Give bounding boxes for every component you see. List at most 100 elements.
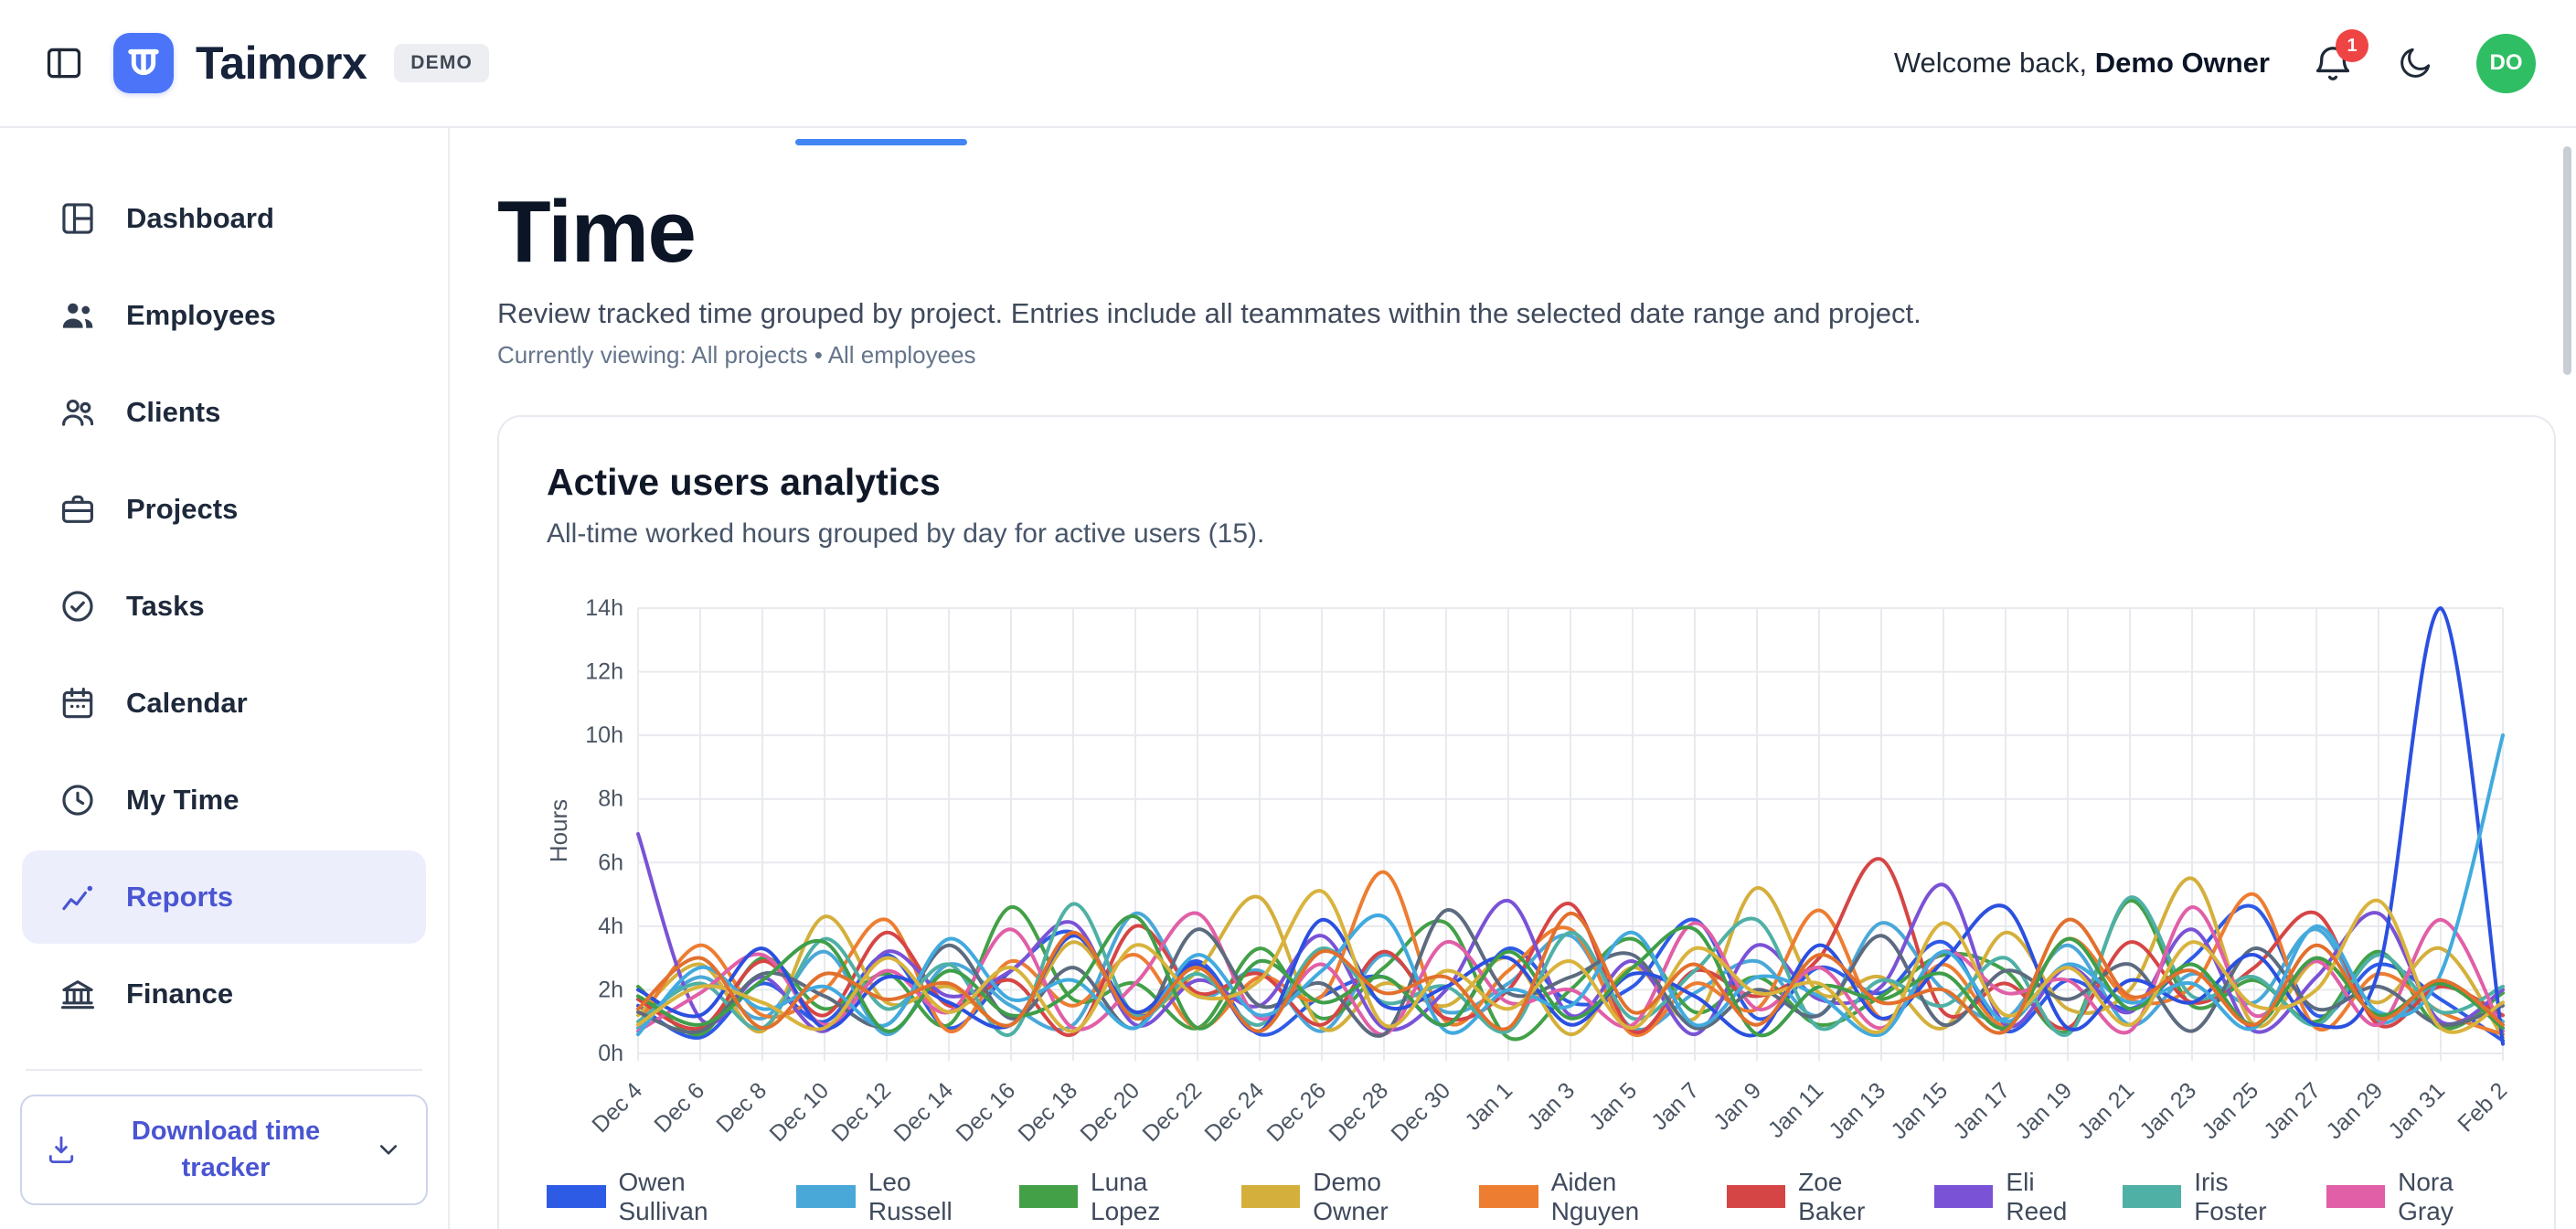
tasks-icon <box>59 587 97 625</box>
legend-swatch <box>1934 1185 1994 1209</box>
brand-name: Taimorx <box>196 37 367 89</box>
sidebar-item-reports[interactable]: Reports <box>22 850 426 944</box>
page-title: Time <box>497 183 697 281</box>
svg-text:Dec 16: Dec 16 <box>951 1077 1020 1147</box>
sidebar-item-label: Employees <box>126 299 276 331</box>
legend-item[interactable]: Demo Owner <box>1240 1167 1452 1226</box>
legend-item[interactable]: Zoe Baker <box>1726 1167 1907 1226</box>
app-logo[interactable] <box>113 33 174 93</box>
svg-text:Jan 29: Jan 29 <box>2321 1077 2388 1144</box>
legend-label: Zoe Baker <box>1798 1167 1866 1225</box>
legend-label: Owen Sullivan <box>618 1167 708 1225</box>
legend-item[interactable]: Aiden Nguyen <box>1479 1168 1699 1226</box>
legend-row: Owen Sullivan Leo Russell Luna Lopez Demo O… <box>547 1168 2507 1226</box>
svg-text:Hours: Hours <box>547 799 572 862</box>
legend-swatch <box>2326 1185 2386 1209</box>
sidebar-item-label: My Time <box>126 784 240 816</box>
svg-text:Jan 3: Jan 3 <box>1522 1077 1580 1135</box>
taimorx-logo-icon <box>119 38 168 88</box>
svg-text:Jan 13: Jan 13 <box>1824 1077 1890 1144</box>
sidebar-item-my-time[interactable]: My Time <box>22 753 426 847</box>
scrollbar-thumb[interactable] <box>2563 146 2571 375</box>
sidebar-item-projects[interactable]: Projects <box>22 463 426 556</box>
notifications-button[interactable]: 1 <box>2312 29 2368 84</box>
download-button-label: Download time tracker <box>131 1116 321 1183</box>
sidebar-item-label: Tasks <box>126 590 205 622</box>
sidebar-item-dashboard[interactable]: Dashboard <box>22 172 426 265</box>
svg-text:Dec 14: Dec 14 <box>889 1077 958 1147</box>
svg-text:Jan 25: Jan 25 <box>2197 1077 2263 1144</box>
svg-text:Dec 18: Dec 18 <box>1013 1077 1082 1147</box>
sidebar-item-label: Calendar <box>126 687 248 719</box>
svg-text:Jan 9: Jan 9 <box>1708 1077 1766 1135</box>
finance-icon <box>59 975 97 1013</box>
legend-label: Aiden Nguyen <box>1550 1167 1640 1225</box>
svg-text:Feb 2: Feb 2 <box>2453 1077 2512 1137</box>
dashboard-icon <box>59 199 97 238</box>
svg-text:0h: 0h <box>598 1041 623 1066</box>
legend-swatch <box>1240 1185 1301 1209</box>
sidebar-item-tasks[interactable]: Tasks <box>22 560 426 653</box>
legend-swatch <box>1726 1185 1786 1209</box>
sidebar-bottom: Download time tracker <box>0 1068 448 1229</box>
legend-item[interactable]: Owen Sullivan <box>547 1168 769 1226</box>
legend-label: Nora Gray <box>2398 1167 2454 1225</box>
svg-text:Jan 1: Jan 1 <box>1460 1077 1517 1135</box>
sidebar-item-finance[interactable]: Finance <box>22 947 426 1041</box>
legend-item[interactable]: Iris Foster <box>2122 1167 2299 1226</box>
svg-text:Jan 11: Jan 11 <box>1763 1077 1829 1143</box>
svg-text:Jan 21: Jan 21 <box>2072 1077 2139 1144</box>
demo-badge: DEMO <box>394 44 490 82</box>
legend-label: Eli Reed <box>2006 1167 2068 1225</box>
sidebar-item-employees[interactable]: Employees <box>22 269 426 362</box>
legend-swatch <box>547 1185 606 1209</box>
svg-text:Dec 24: Dec 24 <box>1199 1077 1269 1147</box>
main-content: Time Review tracked time grouped by proj… <box>450 128 2576 1229</box>
legend-label: Demo Owner <box>1313 1167 1389 1225</box>
svg-text:Jan 27: Jan 27 <box>2259 1077 2326 1144</box>
card-title: Active users analytics <box>547 460 941 503</box>
analytics-card: Active users analytics All-time worked h… <box>497 414 2556 1229</box>
svg-text:10h: 10h <box>585 722 623 748</box>
user-avatar[interactable]: DO <box>2476 33 2536 93</box>
panel-collapse-icon <box>43 42 85 84</box>
header: Taimorx DEMO Welcome back, Demo Owner 1 … <box>0 0 2576 128</box>
sidebar-item-label: Finance <box>126 978 234 1010</box>
download-time-tracker-button[interactable]: Download time tracker <box>20 1094 428 1205</box>
sidebar-item-label: Reports <box>126 881 234 913</box>
chart-legend: Owen Sullivan Leo Russell Luna Lopez Demo O… <box>547 1168 2507 1229</box>
svg-text:Dec 6: Dec 6 <box>649 1077 709 1138</box>
sidebar: Dashboard Employees Clients Projects Tasks Ca… <box>0 128 450 1229</box>
legend-label: Leo Russell <box>868 1167 953 1225</box>
sidebar-item-label: Projects <box>126 493 239 525</box>
legend-item[interactable]: Eli Reed <box>1934 1168 2095 1226</box>
svg-text:12h: 12h <box>585 658 623 684</box>
welcome-text: Welcome back, Demo Owner <box>1893 47 2270 79</box>
legend-item[interactable]: Leo Russell <box>796 1168 991 1226</box>
sidebar-item-calendar[interactable]: Calendar <box>22 657 426 750</box>
sidebar-nav: Dashboard Employees Clients Projects Tasks Ca… <box>0 168 448 1044</box>
calendar-icon <box>59 684 97 722</box>
sidebar-collapse-button[interactable] <box>40 39 88 87</box>
svg-text:14h: 14h <box>585 595 623 621</box>
svg-text:8h: 8h <box>598 786 623 812</box>
svg-text:Dec 8: Dec 8 <box>711 1077 772 1138</box>
svg-text:Jan 7: Jan 7 <box>1646 1077 1704 1135</box>
svg-text:Dec 4: Dec 4 <box>587 1077 647 1138</box>
legend-item[interactable]: Luna Lopez <box>1018 1167 1214 1226</box>
legend-swatch <box>796 1185 856 1209</box>
sidebar-item-label: Dashboard <box>126 202 274 234</box>
legend-label: Luna Lopez <box>1091 1167 1161 1225</box>
active-tab-indicator[interactable] <box>795 139 967 145</box>
svg-text:Jan 15: Jan 15 <box>1886 1077 1953 1144</box>
theme-toggle-button[interactable] <box>2396 44 2434 82</box>
sidebar-item-clients[interactable]: Clients <box>22 366 426 459</box>
svg-text:Dec 12: Dec 12 <box>826 1077 896 1147</box>
moon-icon <box>2396 44 2434 82</box>
legend-item[interactable]: Nora Gray <box>2326 1168 2507 1226</box>
svg-text:Jan 23: Jan 23 <box>2134 1077 2201 1144</box>
svg-text:Jan 19: Jan 19 <box>2010 1077 2077 1144</box>
legend-label: Iris Foster <box>2194 1167 2267 1225</box>
